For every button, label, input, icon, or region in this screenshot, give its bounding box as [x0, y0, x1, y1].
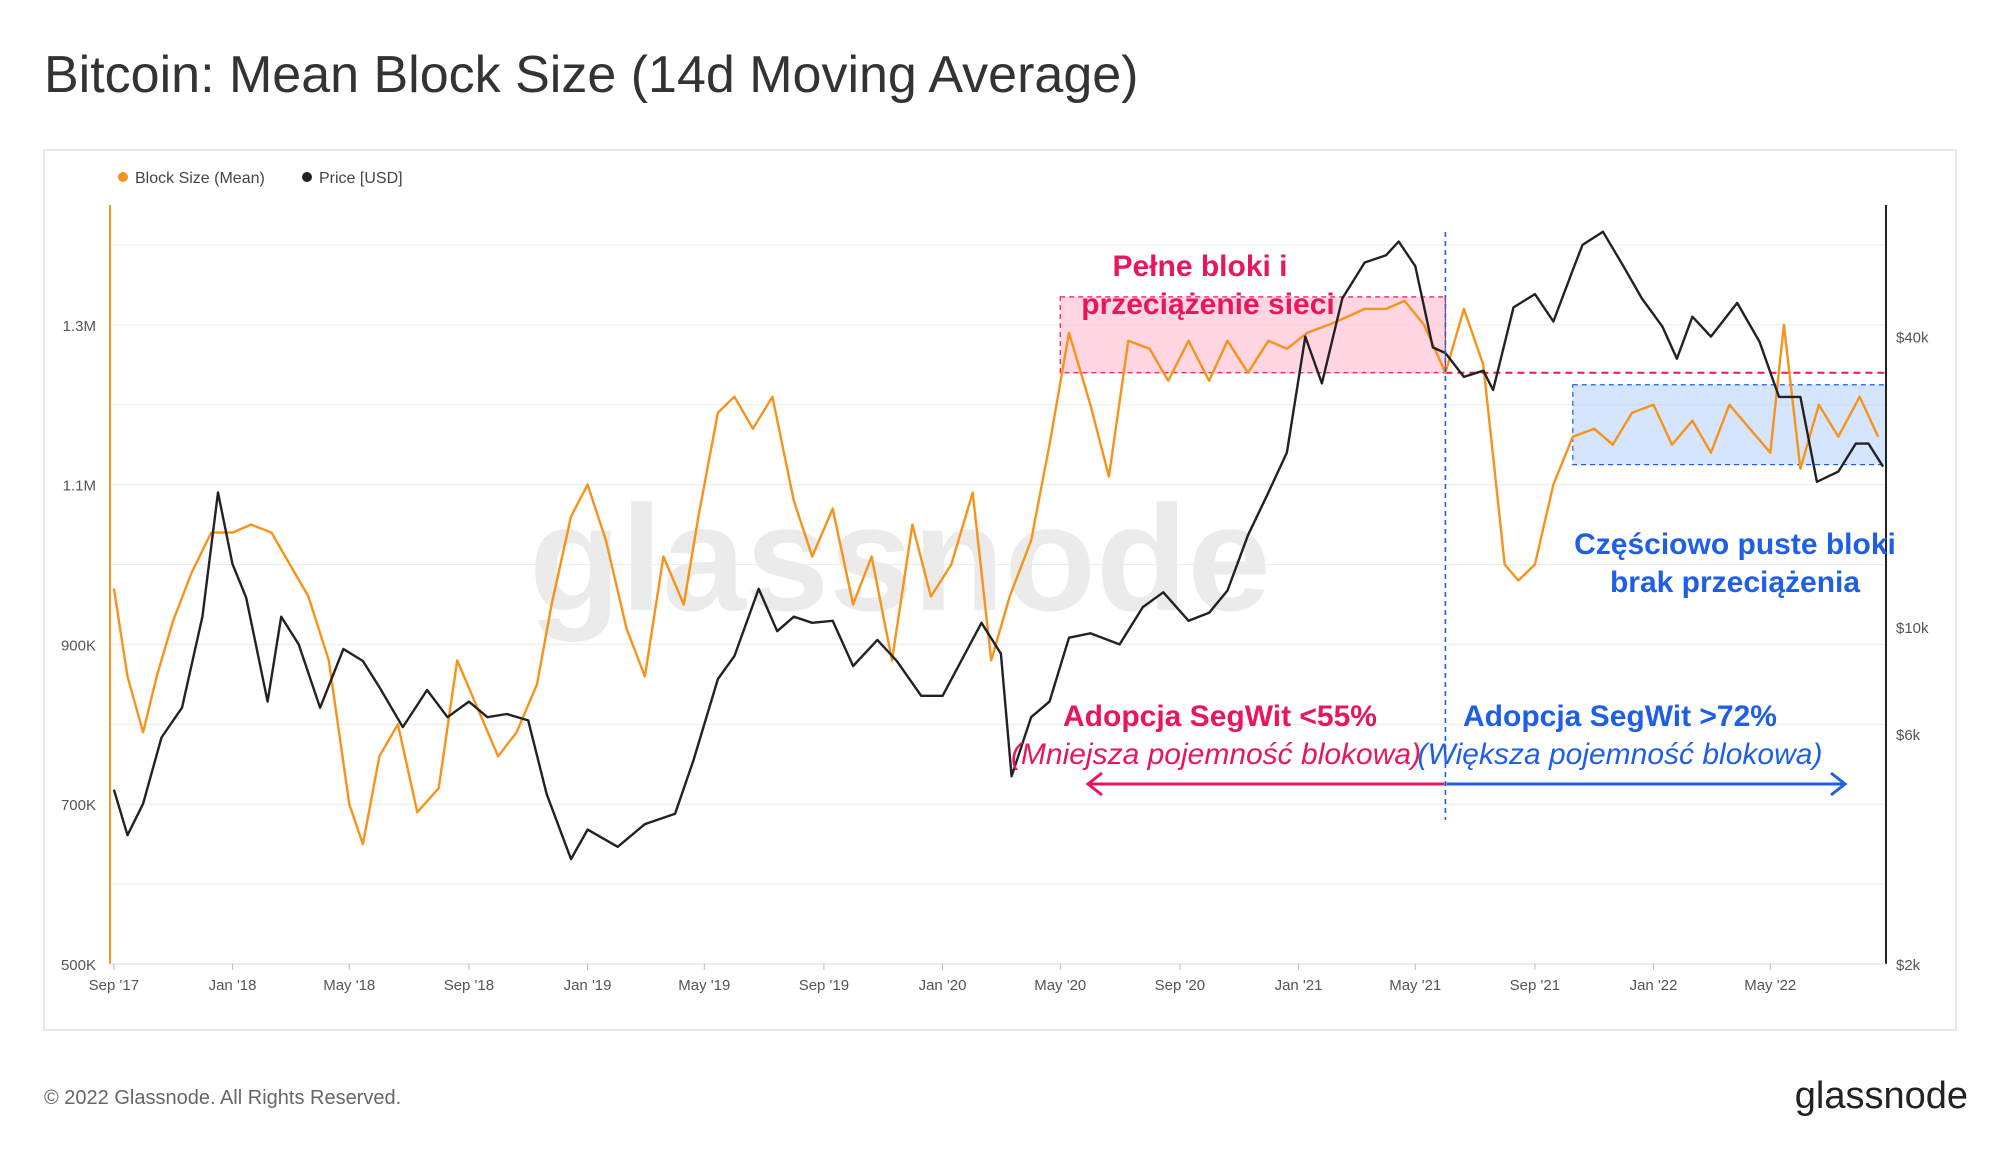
- y-left-tick-label: 900K: [61, 637, 96, 654]
- series: [112, 230, 1885, 861]
- legend-marker-price: [302, 172, 312, 182]
- x-tick-label: Jan '22: [1630, 977, 1678, 994]
- legend-label-block-size[interactable]: Block Size (Mean): [135, 170, 265, 187]
- y-right-tick-label: $10k: [1896, 620, 1929, 637]
- x-tick-label: Jan '19: [564, 977, 612, 994]
- annotation-segwit-low: Adopcja SegWit <55%: [1063, 700, 1377, 733]
- x-tick-label: May '19: [678, 977, 730, 994]
- x-tick-label: May '18: [323, 977, 375, 994]
- y-left-tick-label: 1.3M: [63, 318, 96, 335]
- legend: Block Size (Mean) Price [USD]: [118, 170, 403, 187]
- x-tick-label: May '22: [1744, 977, 1796, 994]
- legend-label-price[interactable]: Price [USD]: [319, 170, 403, 187]
- annotation-segwit-high-sub: (Większa pojemność blokowa): [1418, 738, 1823, 771]
- price-line: [112, 230, 1885, 861]
- x-tick-label: Sep '20: [1155, 977, 1205, 994]
- x-tick-label: Jan '18: [209, 977, 257, 994]
- chart-panel: [43, 149, 1957, 1031]
- x-tick-label: Sep '17: [89, 977, 139, 994]
- annotation-segwit-high: Adopcja SegWit >72%: [1463, 700, 1777, 733]
- axes: 500K 700K 900K 1.1M 1.3M $2k $6k $10k $40k Sep '1…: [61, 205, 1929, 994]
- annotation-partial-blocks-line1: Częściowo puste bloki: [1574, 528, 1896, 561]
- y-left-tick-label: 500K: [61, 957, 96, 974]
- y-left-tick-label: 700K: [61, 797, 96, 814]
- y-left-tick-label: 1.1M: [63, 478, 96, 495]
- y-right-tick-label: $6k: [1896, 727, 1921, 744]
- annotation-full-blocks-line1: Pełne bloki i: [1112, 250, 1287, 283]
- x-tick-label: May '20: [1034, 977, 1086, 994]
- page-title: Bitcoin: Mean Block Size (14d Moving Ave…: [44, 46, 1139, 104]
- y-right-tick-label: $2k: [1896, 957, 1921, 974]
- partial-blocks-band: [1572, 384, 1887, 466]
- x-tick-label: Sep '21: [1510, 977, 1560, 994]
- segwit-low-arrowhead: [1085, 771, 1103, 797]
- x-tick-label: Jan '21: [1275, 977, 1323, 994]
- brand-logo: glassnode: [1795, 1075, 1968, 1117]
- x-tick-label: Jan '20: [919, 977, 967, 994]
- y-right-tick-label: $40k: [1896, 330, 1929, 347]
- annotation-partial-blocks-line2: brak przeciążenia: [1610, 566, 1860, 599]
- legend-marker-block-size: [118, 172, 128, 182]
- annotation-full-blocks-line2: przeciążenie sieci: [1081, 288, 1334, 321]
- footer-copyright: © 2022 Glassnode. All Rights Reserved.: [44, 1087, 401, 1109]
- segwit-high-arrowhead: [1830, 771, 1848, 797]
- x-tick-label: May '21: [1389, 977, 1441, 994]
- x-tick-label: Sep '18: [444, 977, 494, 994]
- block-size-line: [112, 299, 1880, 846]
- annotations: Pełne bloki i przeciążenie sieci Częścio…: [1011, 232, 1896, 820]
- annotation-segwit-low-sub: (Mniejsza pojemność blokowa): [1011, 738, 1421, 771]
- x-tick-label: Sep '19: [799, 977, 849, 994]
- watermark: glassnode: [529, 474, 1271, 642]
